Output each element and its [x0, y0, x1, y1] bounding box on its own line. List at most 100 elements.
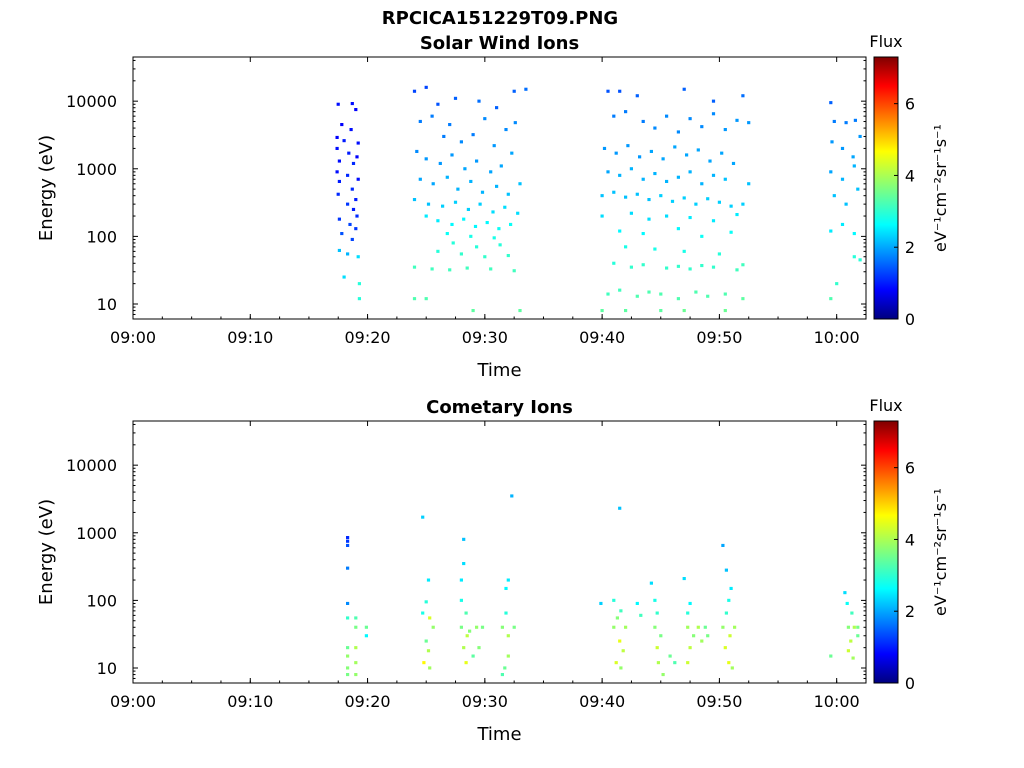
- heatmap-cell: [647, 290, 651, 294]
- heatmap-cell: [421, 515, 425, 519]
- y-axis-label: Energy (eV): [36, 499, 57, 605]
- heatmap-cell: [428, 616, 432, 620]
- heatmap-cell: [629, 167, 633, 171]
- heatmap-cell: [424, 157, 428, 161]
- heatmap-cell: [846, 625, 850, 629]
- heatmap-cell: [337, 179, 341, 183]
- heatmap-cell: [504, 586, 508, 590]
- heatmap-cell: [428, 666, 432, 670]
- heatmap-cell: [485, 221, 489, 225]
- heatmap-cell: [655, 611, 659, 615]
- heatmap-cell: [424, 600, 428, 604]
- colorbar-tick-label: 6: [905, 459, 915, 478]
- heatmap-cell: [723, 177, 727, 181]
- heatmap-cell: [430, 114, 434, 118]
- heatmap-cell: [503, 205, 507, 209]
- heatmap-cell: [354, 646, 358, 650]
- heatmap-cell: [682, 87, 686, 91]
- heatmap-cell: [661, 673, 665, 677]
- heatmap-cell: [688, 170, 692, 174]
- heatmap-cell: [600, 194, 604, 198]
- heatmap-cell: [477, 99, 481, 103]
- heatmap-cell: [727, 598, 731, 602]
- x-tick-label: 10:00: [814, 328, 860, 347]
- heatmap-cell: [503, 666, 507, 670]
- heatmap-cell: [436, 219, 440, 223]
- heatmap-cell: [653, 625, 657, 629]
- heatmap-cell: [612, 625, 616, 629]
- heatmap-cell: [852, 255, 856, 259]
- heatmap-cell: [700, 264, 704, 268]
- heatmap-cell: [711, 265, 716, 269]
- heatmap-cell: [618, 506, 622, 510]
- heatmap-cell: [351, 207, 356, 211]
- heatmap-cell: [731, 161, 736, 165]
- x-tick-label: 09:00: [110, 692, 156, 711]
- heatmap-cell: [619, 666, 623, 670]
- heatmap-cell: [466, 207, 470, 211]
- heatmap-cell: [471, 654, 475, 658]
- heatmap-cell: [706, 294, 710, 298]
- heatmap-cell: [685, 153, 689, 157]
- heatmap-cell: [499, 164, 503, 168]
- heatmap-cell: [509, 222, 513, 226]
- heatmap-cell: [696, 148, 700, 152]
- heatmap-cell: [431, 625, 435, 629]
- heatmap-cell: [346, 536, 350, 540]
- colorbar: [873, 420, 899, 684]
- colorbar-tick-label: 2: [905, 602, 915, 621]
- heatmap-cell: [342, 275, 346, 279]
- heatmap-cell: [354, 625, 358, 629]
- heatmap-cell: [724, 611, 728, 615]
- heatmap-cell: [346, 539, 350, 543]
- heatmap-cell: [465, 634, 469, 638]
- heatmap-cell: [846, 649, 850, 653]
- heatmap-cell: [412, 265, 417, 269]
- heatmap-cell: [665, 266, 669, 270]
- heatmap-cells: [346, 494, 860, 677]
- heatmap-cell: [614, 151, 618, 155]
- heatmap-cell: [350, 187, 354, 191]
- heatmap-cell: [431, 182, 435, 186]
- heatmap-cell: [364, 625, 368, 629]
- heatmap-cell: [692, 634, 696, 638]
- heatmap-cell: [356, 177, 360, 181]
- heatmap-cell: [513, 121, 517, 125]
- heatmap-cell: [418, 119, 422, 123]
- heatmap-cell: [480, 625, 485, 629]
- heatmap-cell: [741, 263, 745, 267]
- heatmap-cell: [346, 173, 350, 177]
- heatmap-cell: [412, 198, 417, 202]
- heatmap-cell: [422, 661, 426, 665]
- heatmap-cell: [342, 139, 346, 143]
- heatmap-cell: [638, 155, 642, 159]
- heatmap-cell: [451, 241, 455, 245]
- colorbar-label: eV⁻¹cm⁻²sr⁻¹s⁻¹: [931, 124, 950, 252]
- heatmap-cell: [459, 252, 463, 256]
- heatmap-cell: [851, 155, 855, 159]
- heatmap-cell: [462, 646, 466, 650]
- heatmap-cell: [438, 161, 442, 165]
- heatmap-cell: [686, 661, 690, 665]
- heatmap-cell: [624, 110, 628, 114]
- heatmap-cell: [510, 494, 514, 498]
- heatmap-cell: [459, 598, 463, 602]
- heatmap-cell: [600, 214, 604, 218]
- heatmap-cell: [426, 202, 431, 206]
- heatmap-cell: [424, 639, 428, 643]
- heatmap-cell: [506, 654, 510, 658]
- heatmap-cell: [735, 213, 739, 217]
- heatmap-cell: [694, 290, 698, 294]
- heatmap-cell: [506, 192, 510, 196]
- heatmap-cell: [688, 117, 692, 121]
- heatmap-cell: [445, 232, 449, 236]
- heatmap-cell: [661, 157, 665, 161]
- heatmap-cell: [355, 214, 359, 218]
- panel-title: Cometary Ions: [426, 397, 573, 418]
- heatmap-cell: [840, 222, 845, 226]
- heatmap-cell: [688, 646, 692, 650]
- panel-cometary-ions: Cometary Ions 09:00 09:10 09:20 09:30 09:40 09…: [36, 396, 950, 745]
- colorbar-tick-label: 4: [905, 166, 915, 185]
- heatmap-cell: [497, 227, 501, 231]
- colorbar-tick-label: 0: [905, 674, 915, 693]
